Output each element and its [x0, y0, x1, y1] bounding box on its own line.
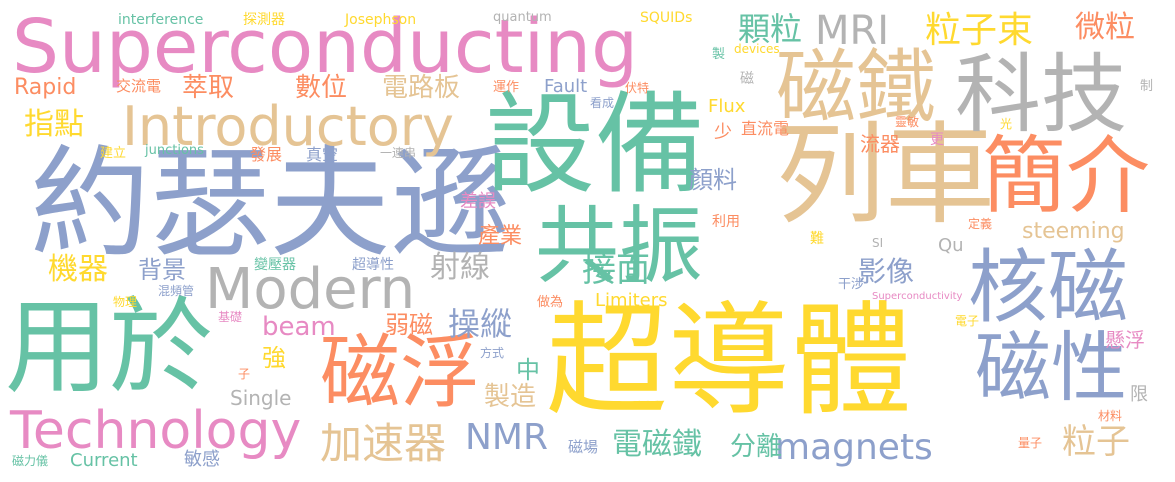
word-lizi: 粒子	[1062, 422, 1130, 462]
word-gongzhen: 共振	[535, 197, 704, 295]
word-zhenkong: 真空	[306, 145, 339, 164]
word-fangshi: 方式	[480, 346, 505, 360]
word-xian: 限	[1130, 384, 1148, 405]
word-yilianchuan: 一連串	[380, 146, 417, 160]
word-si: SI	[872, 236, 884, 250]
word-superconductivity: Superconductivity	[872, 291, 963, 302]
word-junctions: junctions	[145, 143, 204, 158]
word-nmr: NMR	[465, 417, 549, 458]
word-guang: 光	[1000, 117, 1013, 131]
word-ciliyi: 磁力儀	[12, 454, 49, 468]
word-dianluban: 電路板	[382, 73, 461, 103]
word-ruoci: 弱磁	[385, 311, 433, 339]
word-xuanfu: 懸浮	[1105, 328, 1145, 352]
word-zhidian: 指點	[24, 107, 84, 142]
word-cifu: 磁浮	[320, 326, 480, 419]
word-introductory: Introductory	[122, 95, 454, 158]
word-weili: 微粒	[1075, 10, 1135, 45]
word-ci: 磁	[740, 71, 754, 87]
word-zuowei: 做為	[537, 295, 564, 310]
word-cailiao: 材料	[1098, 409, 1123, 423]
word-qu: Qu	[938, 235, 964, 256]
word-rapid: Rapid	[14, 75, 77, 100]
word-cuiqu: 萃取	[182, 73, 235, 103]
word-citie: 磁鐵	[776, 41, 936, 134]
word-fazhan: 發展	[250, 145, 283, 164]
word-beijing: 背景	[138, 256, 186, 284]
word-squids: SQUIDs	[640, 10, 693, 26]
word-zhi-sys: 制	[1140, 79, 1154, 94]
word-geng: 更	[930, 132, 944, 148]
word-beam: beam	[262, 312, 336, 342]
word-limiters: Limiters	[595, 290, 668, 311]
word-jichu: 基礎	[218, 310, 243, 324]
word-quantum: quantum	[493, 10, 552, 25]
word-chaodaoxing: 超導性	[352, 257, 394, 273]
word-chanye: 產業	[478, 224, 523, 249]
word-yongyu: 用於	[5, 286, 214, 408]
word-jiasuqi: 加速器	[320, 419, 447, 468]
word-wuli: 物理	[113, 295, 138, 309]
word-keli: 顆粒	[738, 10, 803, 48]
word-zhi-mfg: 製	[712, 47, 726, 62]
word-yunzuo: 運作	[493, 80, 520, 95]
word-nan: 難	[810, 231, 824, 247]
word-jianli: 建立	[100, 146, 127, 161]
word-shuwei: 數位	[295, 73, 348, 103]
word-jiemian: 接面	[582, 250, 650, 290]
word-chawu: 差誤	[460, 191, 496, 212]
word-yingxiang: 影像	[858, 255, 915, 288]
word-hunpinguan: 混頻管	[158, 284, 195, 298]
word-superconducting: Superconducting	[12, 4, 639, 90]
word-modern: Modern	[205, 257, 416, 322]
word-dingyi: 定義	[968, 217, 993, 231]
word-shexian: 射線	[430, 250, 490, 285]
word-cixing: 磁性	[975, 323, 1127, 412]
word-jiqi: 機器	[48, 252, 108, 287]
word-liangzi: 量子	[1018, 436, 1043, 450]
word-kancheng: 看成	[590, 96, 615, 110]
word-current: Current	[70, 450, 138, 471]
word-flux: Flux	[708, 96, 746, 117]
word-lizishu: 粒子束	[925, 10, 1034, 51]
word-single: Single	[230, 386, 292, 410]
word-heci: 核磁	[968, 241, 1128, 334]
word-zi: 子	[238, 367, 251, 381]
word-shao: 少	[714, 122, 732, 143]
word-magnets: magnets	[775, 427, 933, 468]
word-fenli: 分離	[730, 432, 783, 462]
word-diancitie: 電磁鐵	[612, 427, 702, 462]
word-chaodaoti: 超導體	[546, 290, 912, 432]
word-fault: Fault	[544, 76, 588, 97]
word-yuesefuxun: 約瑟夫遜	[30, 135, 510, 274]
word-lingmin: 靈敏	[895, 115, 920, 129]
word-devices: devices	[734, 42, 780, 56]
word-liuqi: 流器	[860, 132, 900, 156]
word-jiaoliudian: 交流電	[116, 77, 162, 95]
word-zhizao: 製造	[484, 382, 537, 412]
word-keji: 科技	[955, 45, 1127, 145]
word-yanliao: 顏料	[689, 166, 737, 194]
word-mingan: 敏感	[184, 449, 220, 470]
word-shebei: 設備	[485, 81, 705, 209]
word-ganshe: 干涉	[838, 277, 865, 292]
word-mri: MRI	[815, 8, 890, 54]
word-zhong: 中	[516, 356, 540, 384]
word-technology: Technology	[10, 401, 302, 461]
word-josephson: Josephson	[345, 12, 417, 28]
word-cichang: 磁場	[568, 438, 599, 456]
word-qiang: 強	[262, 344, 286, 372]
word-interference: interference	[118, 12, 204, 28]
word-lieche: 列車	[775, 111, 995, 239]
word-jianjie: 簡介	[982, 127, 1151, 225]
word-bianyaqi: 變壓器	[254, 257, 296, 273]
word-steeming: steeming	[1022, 219, 1125, 244]
word-zhiliudian: 直流電	[741, 119, 790, 138]
word-liyong: 利用	[712, 214, 740, 230]
word-tanceqi: 探測器	[243, 12, 285, 28]
word-caozong: 操縱	[448, 305, 513, 343]
word-fute: 伏特	[625, 81, 650, 95]
word-dianzi: 電子	[955, 314, 980, 328]
